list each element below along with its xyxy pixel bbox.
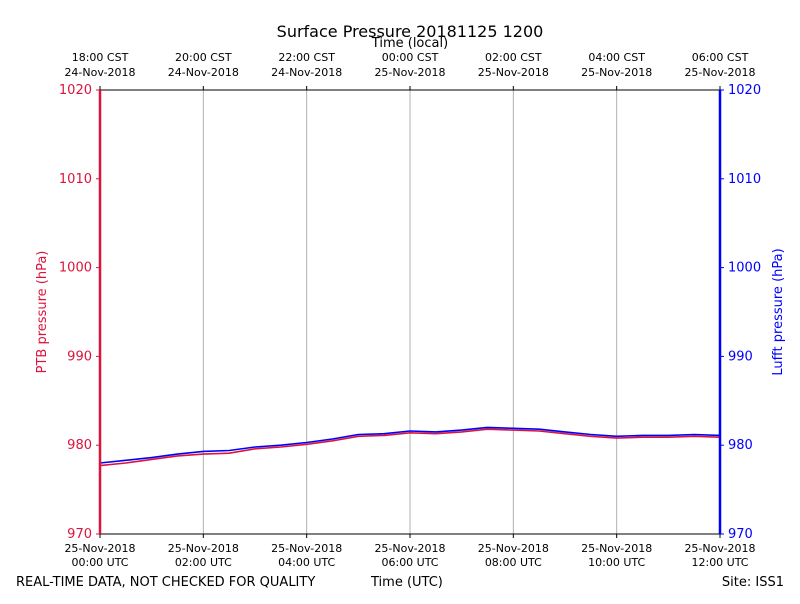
x-tick-label-bottom-time: 10:00 UTC [588,556,645,569]
x-tick-label-top-date: 25-Nov-2018 [684,66,755,79]
x-tick-label-top-date: 25-Nov-2018 [478,66,549,79]
x-tick-label-top-time: 18:00 CST [72,51,129,64]
x-tick-label-bottom-time: 00:00 UTC [71,556,128,569]
x-tick-label-top-time: 20:00 CST [175,51,232,64]
x-tick-label-bottom-date: 25-Nov-2018 [374,542,445,555]
y-tick-label-right: 990 [728,349,753,364]
x-tick-label-top-date: 24-Nov-2018 [271,66,342,79]
y-tick-label-left: 1010 [59,172,92,187]
y-tick-label-left: 1000 [59,261,92,276]
x-tick-label-bottom-time: 02:00 UTC [175,556,232,569]
x-tick-label-bottom-time: 06:00 UTC [381,556,438,569]
y-tick-label-right: 970 [728,527,753,542]
x-tick-label-bottom-date: 25-Nov-2018 [478,542,549,555]
x-tick-label-top-date: 25-Nov-2018 [374,66,445,79]
x-tick-label-bottom-date: 25-Nov-2018 [581,542,652,555]
x-tick-label-bottom-date: 25-Nov-2018 [271,542,342,555]
quality-note: REAL-TIME DATA, NOT CHECKED FOR QUALITY [16,575,316,590]
y-tick-label-left: 970 [67,527,92,542]
y-tick-label-right: 1000 [728,261,761,276]
x-tick-label-bottom-time: 08:00 UTC [485,556,542,569]
y-tick-label-right: 1020 [728,83,761,98]
y-tick-label-right: 980 [728,438,753,453]
lufft-pressure-line [99,426,721,464]
x-tick-label-top-time: 22:00 CST [278,51,335,64]
x-tick-label-bottom-time: 12:00 UTC [691,556,748,569]
y-axis-title-left: PTB pressure (hPa) [35,251,50,374]
footer-xlabel: Time (UTC) [371,575,443,590]
x-tick-label-top-time: 00:00 CST [382,51,439,64]
x-axis-title-top: Time (local) [371,36,448,51]
y-tick-label-right: 1010 [728,172,761,187]
x-tick-label-top-time: 04:00 CST [588,51,645,64]
y-tick-label-left: 980 [67,438,92,453]
site-label: Site: ISS1 [721,575,784,590]
x-tick-label-top-time: 06:00 CST [692,51,749,64]
chart-title: Surface Pressure 20181125 1200 [277,22,544,41]
x-tick-label-top-date: 24-Nov-2018 [64,66,135,79]
x-tick-label-top-date: 25-Nov-2018 [581,66,652,79]
x-tick-label-bottom-date: 25-Nov-2018 [168,542,239,555]
x-tick-label-bottom-time: 04:00 UTC [278,556,335,569]
ptb-pressure-line [99,428,721,467]
x-tick-label-top-time: 02:00 CST [485,51,542,64]
x-tick-label-top-date: 24-Nov-2018 [168,66,239,79]
y-axis-title-right: Lufft pressure (hPa) [771,248,786,375]
y-tick-label-left: 990 [67,349,92,364]
y-tick-label-left: 1020 [59,83,92,98]
x-tick-label-bottom-date: 25-Nov-2018 [64,542,135,555]
x-tick-label-bottom-date: 25-Nov-2018 [684,542,755,555]
